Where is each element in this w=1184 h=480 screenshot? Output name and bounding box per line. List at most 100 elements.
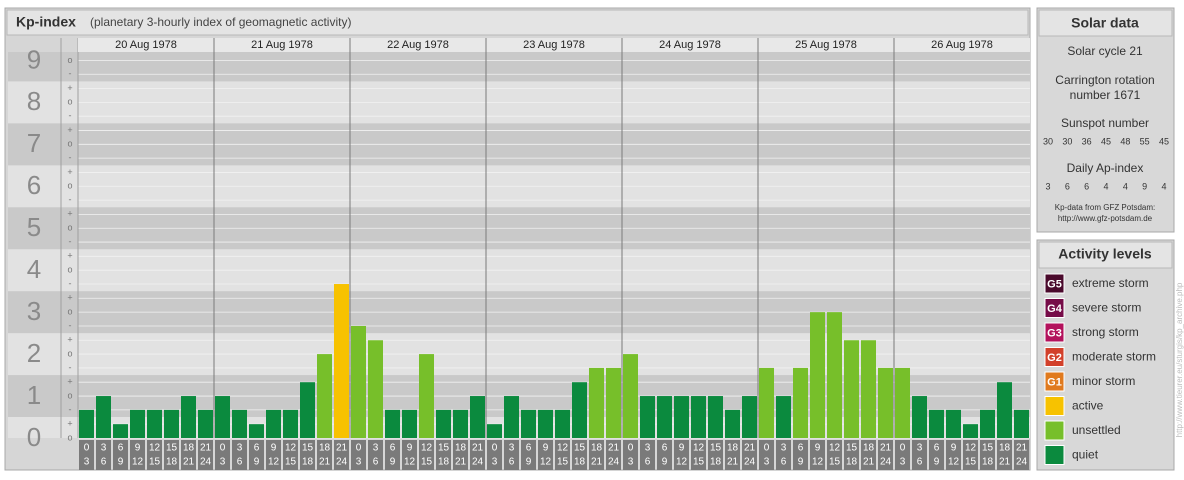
hour-box bbox=[623, 440, 638, 470]
hour-label: 3 bbox=[645, 443, 651, 454]
bar bbox=[419, 354, 434, 438]
hour-label: 15 bbox=[846, 443, 858, 454]
hour-box bbox=[487, 440, 502, 470]
hour-label: 18 bbox=[982, 457, 994, 468]
legend-swatch bbox=[1044, 396, 1065, 416]
y-subtick-label: o bbox=[67, 139, 72, 149]
bar bbox=[776, 396, 791, 438]
hour-box bbox=[351, 440, 366, 470]
hour-label: 18 bbox=[591, 443, 603, 454]
bar bbox=[980, 409, 995, 438]
hour-label: 12 bbox=[676, 457, 688, 468]
hour-label: 18 bbox=[302, 457, 314, 468]
hour-box bbox=[759, 440, 774, 470]
legend-badge: G4 bbox=[1047, 303, 1063, 315]
legend-label: extreme storm bbox=[1072, 276, 1149, 290]
hour-label: 15 bbox=[421, 457, 433, 468]
hour-label: 6 bbox=[798, 443, 804, 454]
bar bbox=[215, 396, 230, 438]
hour-label: 0 bbox=[356, 443, 362, 454]
bar bbox=[521, 409, 536, 438]
y-subtick-label: + bbox=[67, 251, 72, 261]
hour-label: 3 bbox=[900, 457, 906, 468]
hour-box bbox=[980, 440, 995, 470]
legend-label: quiet bbox=[1072, 448, 1099, 462]
bar bbox=[504, 396, 519, 438]
bar bbox=[844, 340, 859, 438]
y-subtick-label: o bbox=[67, 307, 72, 317]
hour-label: 21 bbox=[472, 443, 484, 454]
y-subtick-label: - bbox=[69, 320, 72, 330]
ap-value: 6 bbox=[1084, 181, 1089, 191]
legend-header bbox=[1038, 241, 1173, 269]
y-subtick-label: + bbox=[67, 167, 72, 177]
hour-label: 12 bbox=[829, 443, 841, 454]
bar bbox=[708, 396, 723, 438]
bar bbox=[895, 367, 910, 438]
chart-subtitle: (planetary 3-hourly index of geomagnetic… bbox=[90, 15, 351, 29]
hour-label: 12 bbox=[965, 443, 977, 454]
ap-value: 9 bbox=[1142, 181, 1147, 191]
ap-value: 4 bbox=[1161, 181, 1166, 191]
hour-box bbox=[589, 440, 604, 470]
hour-box bbox=[776, 440, 791, 470]
hour-label: 15 bbox=[438, 443, 450, 454]
y-tick-label: 8 bbox=[27, 86, 41, 116]
y-tick-label: 5 bbox=[27, 212, 41, 242]
bar bbox=[198, 409, 213, 438]
hour-label: 9 bbox=[118, 457, 124, 468]
chart-title: Kp-index bbox=[16, 14, 76, 30]
bar bbox=[487, 424, 502, 438]
legend-swatch bbox=[1044, 347, 1065, 367]
band bbox=[8, 52, 1030, 82]
hour-box bbox=[266, 440, 281, 470]
ap-label: Daily Ap-index bbox=[1067, 161, 1144, 175]
y-subtick-label: o bbox=[67, 55, 72, 65]
y-subtick-label: o bbox=[67, 348, 72, 358]
bar bbox=[368, 340, 383, 438]
bar bbox=[929, 409, 944, 438]
carrington: number 1671 bbox=[1070, 88, 1141, 102]
y-subtick-label: o bbox=[67, 265, 72, 275]
bar bbox=[385, 409, 400, 438]
hour-box bbox=[640, 440, 655, 470]
y-tick-label: 0 bbox=[27, 422, 41, 452]
bar bbox=[283, 409, 298, 438]
hour-label: 12 bbox=[132, 457, 144, 468]
hour-label: 15 bbox=[574, 443, 586, 454]
hour-label: 6 bbox=[509, 457, 515, 468]
hour-label: 12 bbox=[693, 443, 705, 454]
hour-label: 9 bbox=[254, 457, 260, 468]
bar bbox=[232, 409, 247, 438]
legend-badge: G1 bbox=[1047, 376, 1062, 388]
carrington: Carrington rotation bbox=[1055, 73, 1154, 87]
date-label: 21 Aug 1978 bbox=[251, 39, 313, 51]
hour-label: 3 bbox=[356, 457, 362, 468]
y-tick-label: 7 bbox=[27, 128, 41, 158]
hour-box bbox=[538, 440, 553, 470]
legend-swatch bbox=[1044, 420, 1065, 441]
y-subtick-label: - bbox=[69, 153, 72, 163]
hour-label: 3 bbox=[628, 457, 634, 468]
hour-box bbox=[674, 440, 689, 470]
bar bbox=[725, 409, 740, 438]
bar bbox=[79, 409, 94, 438]
solar-title: Solar data bbox=[1071, 15, 1139, 31]
hour-label: 15 bbox=[965, 457, 977, 468]
legend-swatch bbox=[1044, 322, 1065, 343]
hour-box bbox=[1014, 440, 1029, 470]
hour-box bbox=[929, 440, 944, 470]
y-subtick-label: + bbox=[67, 419, 72, 429]
bar bbox=[266, 409, 281, 438]
bar bbox=[674, 396, 689, 438]
hour-label: 6 bbox=[526, 443, 532, 454]
hour-box bbox=[334, 440, 349, 470]
bar bbox=[657, 396, 672, 438]
y-subtick-label: + bbox=[67, 209, 72, 219]
hour-label: 18 bbox=[438, 457, 450, 468]
hour-label: 6 bbox=[101, 457, 107, 468]
hour-box bbox=[147, 440, 162, 470]
hour-label: 6 bbox=[254, 443, 260, 454]
hour-box bbox=[997, 440, 1012, 470]
y-subtick-label: + bbox=[67, 83, 72, 93]
